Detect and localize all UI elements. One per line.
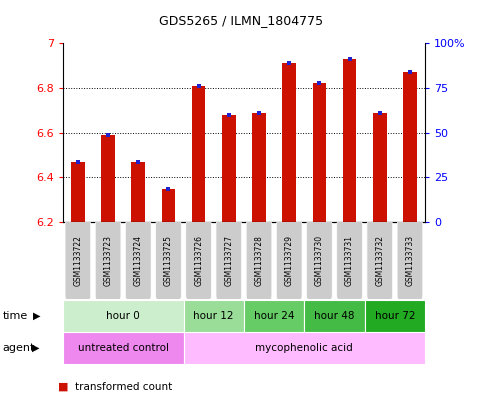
FancyBboxPatch shape: [65, 221, 91, 299]
Bar: [313, 83, 326, 222]
Text: transformed count: transformed count: [75, 382, 172, 392]
Bar: [162, 189, 175, 222]
Bar: [192, 86, 205, 222]
Bar: [304, 300, 365, 332]
FancyBboxPatch shape: [216, 221, 242, 299]
FancyBboxPatch shape: [307, 221, 332, 299]
Text: GSM1133728: GSM1133728: [255, 235, 264, 286]
FancyBboxPatch shape: [397, 221, 423, 299]
Bar: [71, 162, 85, 222]
Text: GSM1133730: GSM1133730: [315, 235, 324, 286]
FancyBboxPatch shape: [246, 221, 272, 299]
Text: GSM1133724: GSM1133724: [134, 235, 143, 286]
Bar: [373, 112, 386, 222]
Text: hour 12: hour 12: [194, 311, 234, 321]
Text: hour 48: hour 48: [314, 311, 355, 321]
FancyBboxPatch shape: [367, 221, 393, 299]
Bar: [222, 115, 236, 222]
FancyBboxPatch shape: [337, 221, 362, 299]
Bar: [184, 332, 425, 364]
Text: GDS5265 / ILMN_1804775: GDS5265 / ILMN_1804775: [159, 14, 324, 27]
Bar: [63, 332, 184, 364]
Text: GSM1133722: GSM1133722: [73, 235, 83, 286]
Text: GSM1133729: GSM1133729: [284, 235, 294, 286]
Bar: [403, 72, 417, 222]
Text: hour 0: hour 0: [106, 311, 140, 321]
Bar: [101, 135, 115, 222]
Bar: [365, 300, 425, 332]
Text: mycophenolic acid: mycophenolic acid: [256, 343, 353, 353]
Bar: [131, 162, 145, 222]
Text: ■: ■: [57, 382, 68, 392]
Text: agent: agent: [2, 343, 35, 353]
FancyBboxPatch shape: [276, 221, 302, 299]
FancyBboxPatch shape: [126, 221, 151, 299]
Text: time: time: [2, 311, 28, 321]
Text: GSM1133726: GSM1133726: [194, 235, 203, 286]
Text: hour 72: hour 72: [375, 311, 415, 321]
Bar: [252, 112, 266, 222]
Bar: [63, 300, 184, 332]
Text: ▶: ▶: [33, 311, 41, 321]
FancyBboxPatch shape: [156, 221, 181, 299]
FancyBboxPatch shape: [186, 221, 212, 299]
Bar: [343, 59, 356, 222]
Text: untreated control: untreated control: [78, 343, 169, 353]
Text: GSM1133725: GSM1133725: [164, 235, 173, 286]
Text: GSM1133732: GSM1133732: [375, 235, 384, 286]
Text: ▶: ▶: [32, 343, 40, 353]
FancyBboxPatch shape: [95, 221, 121, 299]
Text: GSM1133727: GSM1133727: [224, 235, 233, 286]
Bar: [244, 300, 304, 332]
Text: GSM1133731: GSM1133731: [345, 235, 354, 286]
Bar: [283, 63, 296, 222]
Text: hour 24: hour 24: [254, 311, 294, 321]
Text: GSM1133733: GSM1133733: [405, 235, 414, 286]
Text: GSM1133723: GSM1133723: [103, 235, 113, 286]
Bar: [184, 300, 244, 332]
